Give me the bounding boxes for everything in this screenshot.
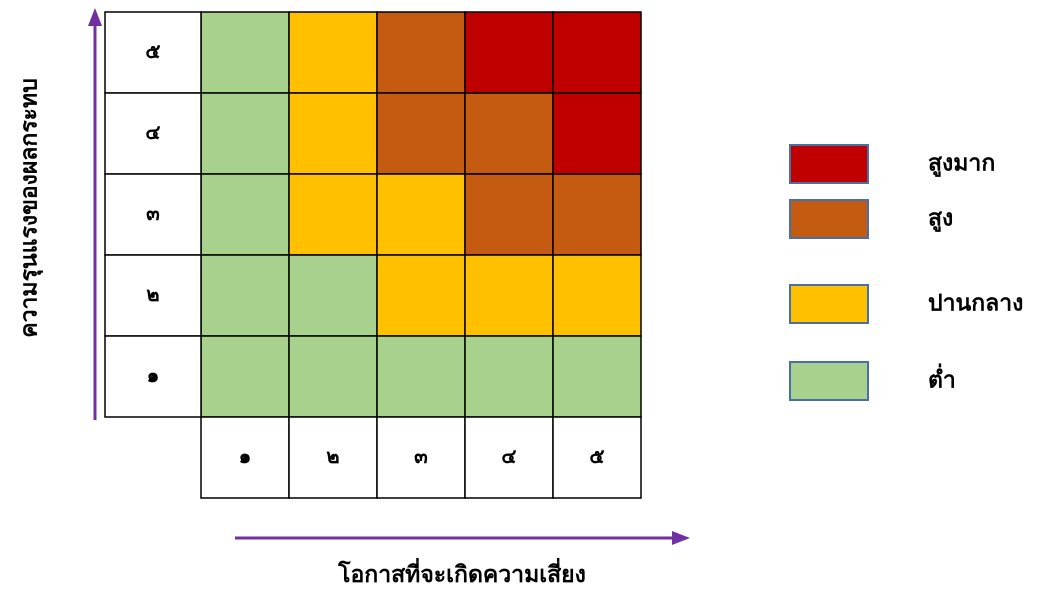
y-axis-arrow-head	[88, 8, 102, 26]
y-tick-label: ๒	[146, 282, 159, 306]
cell-r5-c2	[288, 11, 378, 94]
y-tick-label: ๕	[145, 39, 160, 63]
cell-r2-c4	[464, 254, 554, 337]
x-tick-label: ๑	[239, 444, 252, 468]
y-tick-box	[104, 335, 202, 418]
y-tick-box	[104, 92, 202, 175]
cell-r3-c1	[200, 173, 290, 256]
cell-r4-c5	[552, 92, 642, 175]
cell-r2-c3	[376, 254, 466, 337]
cell-r2-c2	[288, 254, 378, 337]
y-tick-label: ๔	[145, 120, 160, 144]
y-axis-label: ความรุนแรงของผลกระทบ	[17, 78, 44, 338]
cell-r1-c3	[376, 335, 466, 418]
cell-r3-c2	[288, 173, 378, 256]
y-tick-box	[104, 173, 202, 256]
legend-label-medium: ปานกลาง	[928, 291, 1023, 317]
y-tick-box	[104, 254, 202, 337]
x-tick-box	[464, 416, 554, 499]
x-tick-label: ๓	[414, 444, 428, 468]
x-axis-arrow-head	[672, 531, 690, 545]
cell-r4-c2	[288, 92, 378, 175]
cell-r4-c4	[464, 92, 554, 175]
x-tick-label: ๕	[589, 444, 604, 468]
y-tick-box	[104, 11, 202, 94]
y-tick-label: ๑	[147, 363, 160, 387]
cell-r4-c3	[376, 92, 466, 175]
legend-swatch-very-high	[789, 144, 869, 184]
legend-label-very-high: สูงมาก	[928, 151, 995, 178]
cell-r5-c4	[464, 11, 554, 94]
x-tick-row: ๑ ๒ ๓ ๔ ๕	[200, 416, 642, 499]
axis-arrows	[88, 8, 690, 545]
y-tick-label: ๓	[146, 201, 160, 225]
cell-r5-c1	[200, 11, 290, 94]
legend-swatch-low	[789, 361, 869, 401]
legend-swatch-medium	[789, 284, 869, 324]
x-tick-box	[376, 416, 466, 499]
cell-r3-c4	[464, 173, 554, 256]
x-tick-label: ๔	[501, 444, 516, 468]
x-tick-box	[200, 416, 290, 499]
cell-r5-c3	[376, 11, 466, 94]
cell-r4-c1	[200, 92, 290, 175]
cell-r1-c2	[288, 335, 378, 418]
matrix-cells	[200, 11, 642, 418]
cell-r1-c5	[552, 335, 642, 418]
cell-r3-c5	[552, 173, 642, 256]
cell-r3-c3	[376, 173, 466, 256]
cell-r2-c5	[552, 254, 642, 337]
x-tick-label: ๒	[326, 444, 339, 468]
x-axis-label: โอกาสที่จะเกิดความเสี่ยง	[337, 557, 586, 588]
cell-r5-c5	[552, 11, 642, 94]
legend-swatch-high	[789, 199, 869, 239]
legend-label-high: สูง	[928, 206, 953, 233]
cell-r2-c1	[200, 254, 290, 337]
legend-label-low: ต่ำ	[928, 363, 956, 394]
x-tick-box	[552, 416, 642, 499]
x-tick-box	[288, 416, 378, 499]
cell-r1-c1	[200, 335, 290, 418]
cell-r1-c4	[464, 335, 554, 418]
